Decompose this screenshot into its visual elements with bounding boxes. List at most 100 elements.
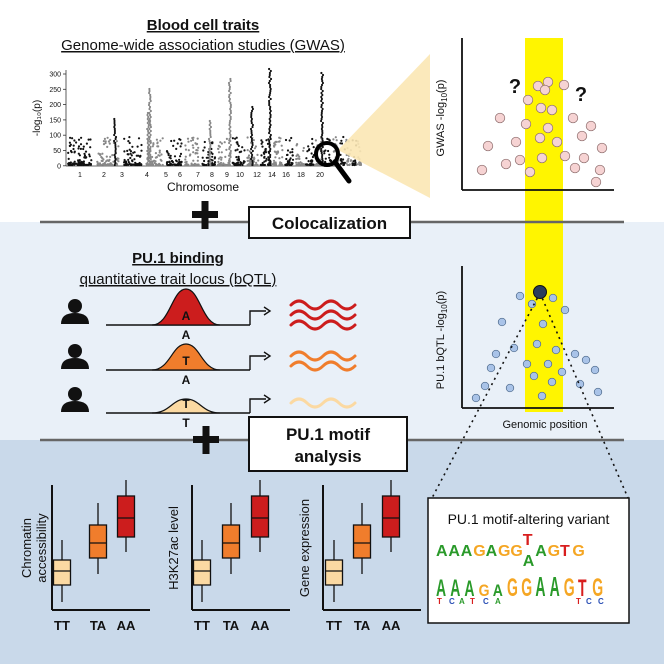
- boxplot-y-label: H3K27ac level: [166, 506, 181, 590]
- manhattan-point: [173, 155, 177, 158]
- manhattan-point: [149, 125, 152, 129]
- manhattan-point: [307, 160, 310, 163]
- manhattan-point: [269, 115, 272, 119]
- manhattan-point: [217, 144, 220, 147]
- manhattan-point: [250, 157, 253, 161]
- manhattan-point: [209, 143, 212, 147]
- manhattan-point: [98, 162, 101, 165]
- manhattan-point: [320, 147, 323, 151]
- manhattan-point: [187, 149, 190, 152]
- manhattan-point: [123, 158, 126, 162]
- manhattan-point: [228, 83, 231, 87]
- boxplot-box: [221, 524, 241, 559]
- manhattan-point: [265, 139, 268, 142]
- logo-letter: G: [507, 575, 518, 602]
- manhattan-point: [295, 161, 298, 164]
- manhattan-point: [288, 161, 291, 164]
- manhattan-point: [268, 73, 271, 77]
- manhattan-point: [148, 105, 152, 109]
- manhattan-point: [247, 154, 251, 157]
- manhattan-point: [228, 147, 231, 151]
- manhattan-point: [196, 152, 199, 155]
- genotype-label: TT: [54, 618, 70, 633]
- manhattan-point: [147, 139, 150, 143]
- manhattan-point: [107, 140, 110, 143]
- manhattan-point: [269, 113, 272, 117]
- manhattan-point: [320, 91, 323, 95]
- manhattan-point: [201, 156, 204, 159]
- manhattan-point: [320, 85, 323, 89]
- binding-peak: [151, 288, 221, 326]
- manhattan-y-tick-label: 300: [49, 72, 61, 79]
- manhattan-point: [311, 137, 314, 141]
- manhattan-point: [126, 149, 129, 152]
- manhattan-point: [320, 151, 323, 155]
- manhattan-point: [297, 163, 300, 166]
- gwas-point: [510, 136, 522, 148]
- manhattan-point: [105, 155, 108, 158]
- manhattan-y-tick-label: 250: [49, 87, 61, 94]
- manhattan-point: [264, 148, 267, 151]
- manhattan-x-tick-label: 4: [145, 172, 149, 179]
- manhattan-point: [229, 135, 232, 139]
- manhattan-point: [250, 129, 253, 133]
- manhattan-point: [228, 113, 231, 117]
- manhattan-point: [90, 159, 93, 162]
- manhattan-point: [269, 109, 272, 113]
- bqtl-point: [527, 299, 537, 309]
- gwas-point: [559, 150, 571, 162]
- bqtl-point: [471, 393, 481, 403]
- expression-wave: [289, 360, 357, 372]
- expression-wave: [289, 350, 357, 362]
- manhattan-point: [321, 129, 324, 133]
- manhattan-point: [77, 152, 80, 155]
- manhattan-point: [88, 155, 91, 158]
- gwas-point: [596, 142, 608, 154]
- manhattan-point: [228, 141, 231, 145]
- manhattan-point: [149, 115, 152, 119]
- manhattan-point: [274, 143, 277, 146]
- manhattan-point: [250, 117, 253, 121]
- bqtl-point: [557, 367, 567, 377]
- manhattan-point: [154, 160, 157, 163]
- manhattan-point: [209, 131, 212, 135]
- manhattan-point: [152, 163, 155, 167]
- manhattan-point: [149, 153, 152, 157]
- bqtl-point: [505, 383, 515, 393]
- manhattan-point: [79, 147, 82, 150]
- manhattan-point: [209, 163, 212, 167]
- manhattan-point: [114, 135, 118, 139]
- manhattan-point: [184, 158, 187, 161]
- manhattan-point: [250, 155, 253, 159]
- manhattan-point: [179, 152, 183, 155]
- manhattan-point: [267, 138, 270, 141]
- gwas-point: [546, 104, 558, 116]
- manhattan-point: [301, 163, 304, 167]
- manhattan-point: [67, 157, 70, 160]
- manhattan-point: [228, 99, 231, 103]
- manhattan-point: [320, 109, 324, 113]
- bqtl-point: [575, 379, 585, 389]
- manhattan-point: [103, 162, 106, 165]
- manhattan-point: [320, 99, 323, 103]
- manhattan-point: [320, 149, 323, 153]
- manhattan-point: [211, 162, 214, 165]
- manhattan-point: [267, 156, 270, 159]
- manhattan-point: [149, 141, 152, 145]
- gwas-point: [494, 112, 506, 124]
- genotype-label: AA: [382, 618, 401, 633]
- manhattan-point: [197, 163, 200, 167]
- manhattan-point: [273, 150, 276, 153]
- manhattan-point: [330, 159, 333, 162]
- manhattan-point: [320, 71, 323, 75]
- manhattan-point: [320, 115, 324, 119]
- bqtl-y-label: PU.1 bQTL -log10(p): [435, 291, 449, 389]
- manhattan-point: [246, 149, 249, 152]
- binding-peak: [151, 398, 221, 414]
- manhattan-point: [146, 113, 149, 117]
- manhattan-point: [117, 145, 120, 148]
- logo-letter: T: [437, 597, 442, 606]
- expression-wave: [289, 299, 357, 311]
- manhattan-point: [189, 153, 192, 156]
